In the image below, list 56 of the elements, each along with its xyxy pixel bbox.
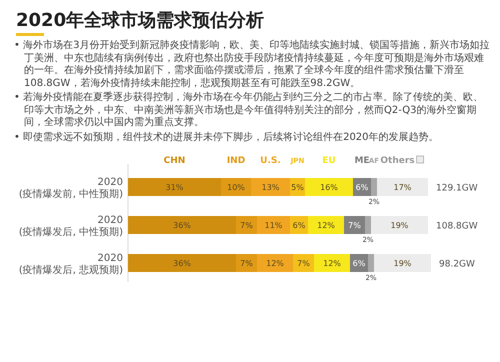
bar <box>236 216 257 234</box>
data-label: 19% <box>390 221 409 230</box>
y-tick-label: 2020(疫情爆发后, 中性预期) <box>18 215 124 238</box>
data-label: 7% <box>240 221 254 230</box>
data-label: 36% <box>173 221 192 230</box>
bar <box>371 216 428 234</box>
data-label: 6% <box>292 221 306 230</box>
data-label: 7% <box>348 221 362 230</box>
bar <box>293 254 314 272</box>
bar <box>257 216 290 234</box>
data-label: 12% <box>323 259 342 268</box>
text: 129.1GW <box>436 184 478 194</box>
data-label: 7% <box>240 259 254 268</box>
data-label: 6% <box>352 259 366 268</box>
bar <box>377 178 428 196</box>
text: • 海外市场在3月份开始受到新冠肺炎疫情影响，欧、美、印等地陆续实施封城、锁国等措施，新兴市场如拉丁美洲、中东也陆续有病例传出，政府也祭出防疫手段防堵疫情持续蔓延，今年度可预期是海外市场艰难的一年。在海外疫情持续加剧下，需求面临停摆或滞后，拖累了全球今年度的组件需求预估量下滑至108.8GW，若海外疫情持续未能控制，悲观预期甚至有可能跌至98.2GW。 <box>14 40 490 90</box>
data-label: 10% <box>227 183 246 192</box>
bar <box>257 254 293 272</box>
bar <box>128 254 236 272</box>
bar <box>236 254 257 272</box>
legend-label: Others <box>380 156 415 166</box>
data-label: 31% <box>166 183 184 192</box>
data-label: 6% <box>356 183 369 192</box>
series-label: ME <box>354 156 370 166</box>
bar <box>368 254 374 272</box>
bar <box>128 178 221 196</box>
y-tick-label: 2020(疫情爆发前, 中性预期) <box>18 177 124 200</box>
series-label: CHN <box>164 156 186 166</box>
bar <box>365 216 371 234</box>
bar <box>314 254 350 272</box>
series-label: EU <box>322 156 336 166</box>
data-label: 19% <box>394 259 412 268</box>
text: • 若海外疫情能在夏季逐步获得控制，海外市场在今年仍能占到约三分之二的市占率。除了传统的美、欧、印等大市场之外，中东、中南美洲等新兴市场也是今年值得特别关注的部分，然而Q2-Q3的海外空窗期间，全球需求仍以中国内需为重点支撑。 <box>14 92 484 130</box>
data-label: 36% <box>173 259 192 268</box>
text: 108.8GW <box>436 222 478 232</box>
data-label: 11% <box>264 221 283 230</box>
data-label: 13% <box>262 183 280 192</box>
text: • 即使需求远不如预期，组件技术的进展并未停下脚步，后续将讨论组件在2020年的发展趋势。 <box>14 132 440 144</box>
bar <box>344 216 365 234</box>
data-label: 5% <box>291 183 304 192</box>
data-label: 16% <box>320 183 338 192</box>
series-label: IND <box>226 156 246 166</box>
series-label: U.S. <box>260 156 281 166</box>
bar <box>374 254 431 272</box>
bar <box>251 178 290 196</box>
data-label: 7% <box>297 259 310 268</box>
bar <box>308 216 344 234</box>
chart-title: 2020年全球市场需求预估分析 <box>16 9 264 32</box>
bar <box>128 216 236 234</box>
text: 98.2GW <box>439 260 476 270</box>
data-label: 17% <box>394 183 412 192</box>
data-label: 12% <box>317 221 336 230</box>
bar <box>305 178 353 196</box>
y-tick-label: 2020(疫情爆发后, 悲观预期) <box>18 253 124 276</box>
bar <box>371 178 377 196</box>
data-label: 12% <box>266 259 284 268</box>
